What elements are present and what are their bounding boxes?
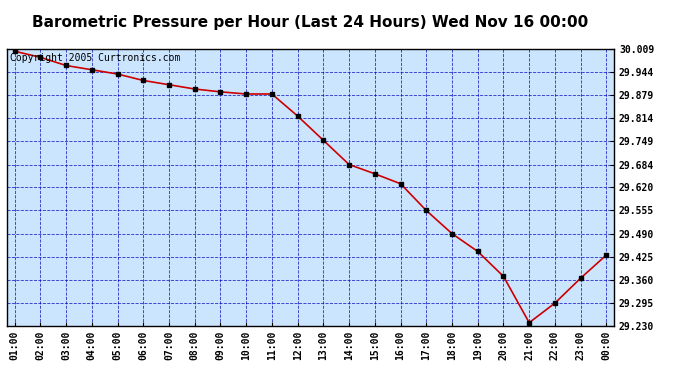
Text: Barometric Pressure per Hour (Last 24 Hours) Wed Nov 16 00:00: Barometric Pressure per Hour (Last 24 Ho… (32, 15, 589, 30)
Text: Copyright 2005 Curtronics.com: Copyright 2005 Curtronics.com (10, 53, 180, 63)
